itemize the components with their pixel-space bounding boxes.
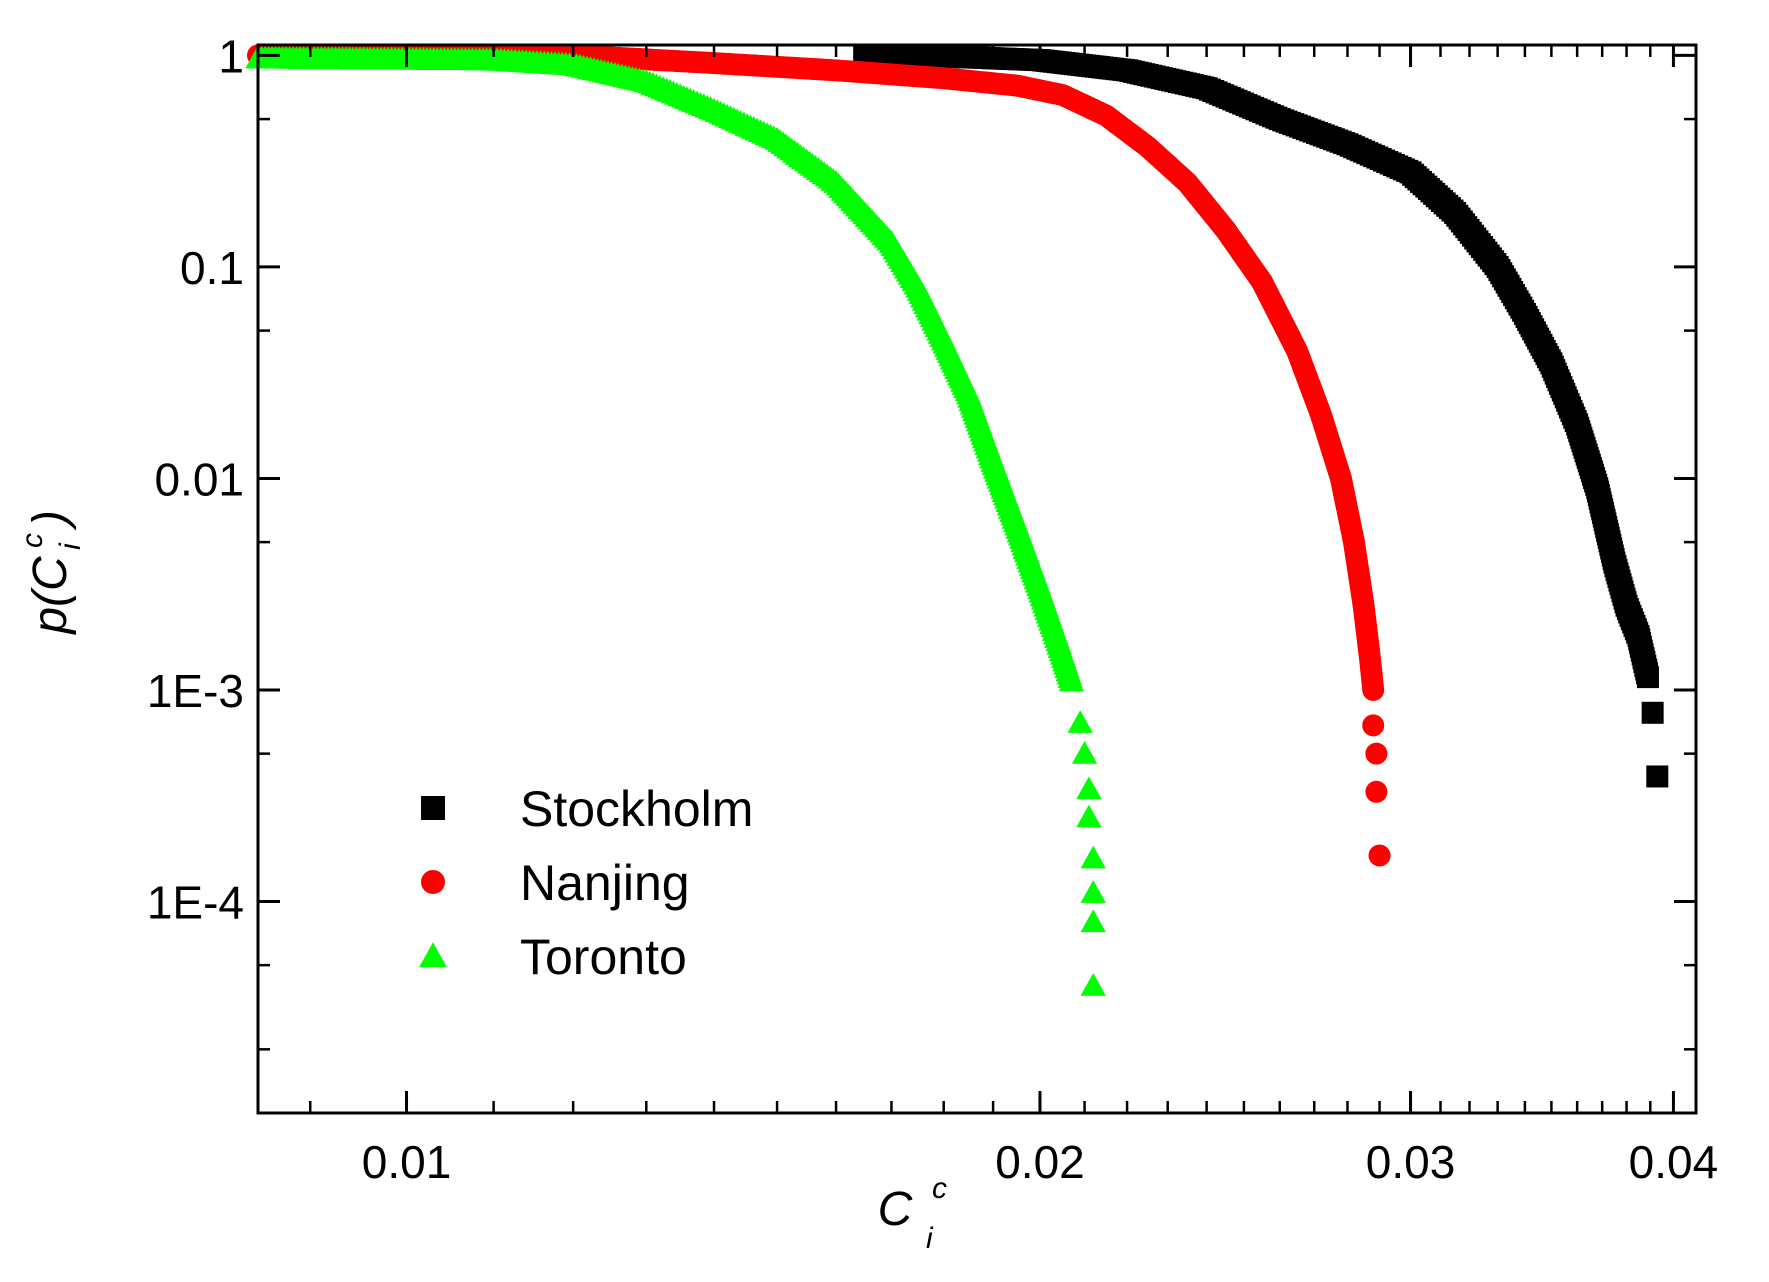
x-axis-title-base: C	[878, 1183, 913, 1236]
y-tick-label: 1	[218, 30, 244, 82]
y-axis-title: p(C c i )	[16, 510, 87, 636]
x-tick-label: 0.02	[995, 1136, 1085, 1188]
plot-frame	[256, 43, 1698, 1115]
y-axis-title-suffix: )	[24, 510, 77, 531]
data-point-nanjing	[1368, 844, 1391, 867]
data-point-toronto	[1076, 776, 1102, 800]
legend-item-nanjing: Nanjing	[421, 855, 690, 911]
x-tick-label: 0.03	[1366, 1136, 1456, 1188]
legend-marker-toronto	[419, 942, 447, 968]
y-axis-title-base: C	[24, 556, 77, 591]
data-point-stockholm	[1636, 666, 1659, 689]
data-point-nanjing	[1365, 780, 1388, 803]
data-point-toronto	[1076, 804, 1102, 828]
data-point-toronto	[1080, 845, 1106, 869]
data-layer	[245, 44, 1669, 996]
y-axis-title-sup: c	[16, 533, 49, 548]
y-tick-label: 1E-4	[147, 876, 244, 928]
legend-label-stockholm: Stockholm	[520, 781, 753, 837]
legend: Stockholm Nanjing Toronto	[419, 781, 753, 985]
data-point-stockholm	[1646, 765, 1669, 788]
series-stockholm	[853, 44, 1669, 788]
legend-marker-nanjing	[421, 870, 445, 894]
y-axis-title-prefix: p(	[24, 586, 77, 636]
legend-marker-stockholm	[421, 796, 445, 820]
x-tick-label: 0.01	[362, 1136, 452, 1188]
x-axis-title-sup: c	[932, 1172, 947, 1205]
y-tick-label: 1E-3	[147, 665, 244, 717]
x-axis-title: C	[878, 1183, 913, 1236]
legend-label-nanjing: Nanjing	[520, 855, 690, 911]
legend-label-toronto: Toronto	[520, 929, 687, 985]
legend-item-toronto: Toronto	[419, 929, 687, 985]
data-point-toronto	[1058, 668, 1085, 692]
data-point-stockholm	[1641, 701, 1664, 724]
x-axis-title-sub: i	[926, 1222, 934, 1255]
data-point-nanjing	[1362, 714, 1385, 737]
data-point-toronto	[1080, 973, 1106, 996]
data-point-toronto	[1080, 880, 1106, 903]
x-tick-label: 0.04	[1629, 1136, 1719, 1188]
data-point-toronto	[1080, 909, 1106, 933]
y-axis-title-sub: i	[54, 542, 87, 550]
axes-layer: 0.01 0.02 0.03 0.04 1 0.1 0.01 1E-3 1E-4	[147, 30, 1718, 1188]
series-toronto	[245, 45, 1106, 996]
svg-text:p(C: p(C	[24, 556, 77, 636]
data-point-toronto	[1071, 740, 1098, 764]
data-point-toronto	[1067, 710, 1093, 733]
data-point-nanjing	[1365, 742, 1388, 765]
y-tick-label: 0.01	[154, 453, 244, 505]
legend-item-stockholm: Stockholm	[421, 781, 753, 837]
data-point-nanjing	[1362, 678, 1385, 701]
y-tick-label: 0.1	[180, 242, 244, 294]
